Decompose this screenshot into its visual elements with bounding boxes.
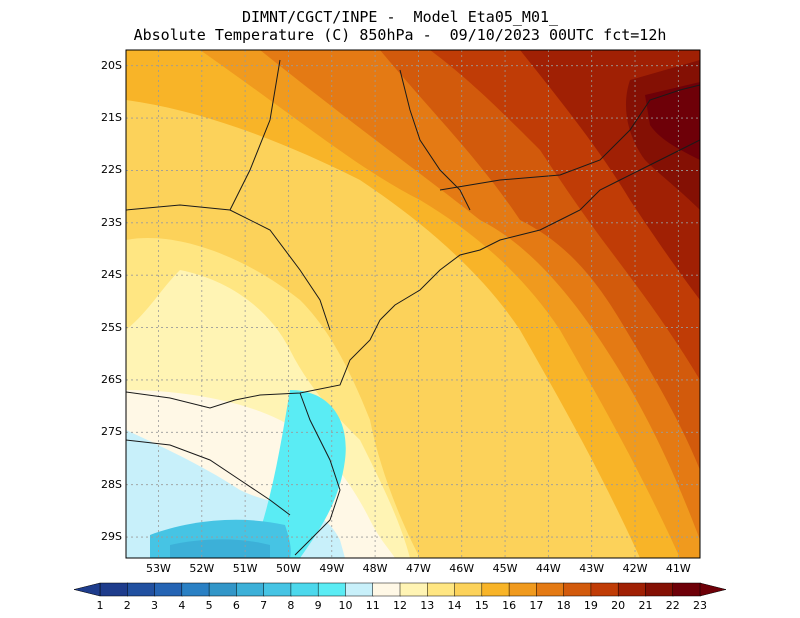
lon-label: 44W	[535, 562, 561, 575]
colorbar-tick-label: 14	[447, 599, 462, 612]
colorbar-swatch	[645, 582, 674, 597]
colorbar-swatch	[263, 582, 292, 597]
colorbar-tick-label: 2	[123, 599, 131, 612]
colorbar-tick-label: 23	[693, 599, 707, 612]
colorbar-tick-label: 18	[556, 599, 571, 612]
lon-label: 47W	[405, 562, 431, 575]
lon-label: 50W	[276, 562, 301, 575]
colorbar-tick-label: 10	[338, 599, 353, 612]
lat-label: 23S	[101, 215, 122, 229]
colorbar-swatch	[208, 582, 238, 597]
lat-label: 22S	[101, 163, 122, 177]
lon-label: 49W	[319, 562, 345, 575]
lat-label: 27S	[101, 425, 122, 439]
colorbar-tick-label: 5	[205, 599, 213, 612]
colorbar-tick-label: 4	[178, 599, 186, 612]
colorbar-swatch	[236, 582, 265, 597]
colorbar-tick-label: 6	[232, 599, 240, 612]
colorbar-swatch	[317, 582, 347, 597]
lat-label: 28S	[101, 477, 122, 491]
title-line-1: DIMNT/CGCT/INPE - Model Eta05_M01_	[241, 8, 559, 26]
colorbar-swatch	[590, 582, 619, 597]
colorbar-swatch	[563, 582, 592, 597]
colorbar-tick-label: 21	[638, 599, 653, 612]
coastline-borders	[126, 59, 700, 556]
lon-label: 45W	[492, 562, 518, 575]
colorbar-tick-label: 19	[583, 599, 598, 612]
colorbar-swatch	[427, 582, 456, 597]
lat-label: 20S	[101, 58, 122, 72]
colorbar	[73, 582, 727, 597]
lat-label: 26S	[101, 372, 122, 386]
lon-label: 43W	[579, 562, 605, 575]
lon-label: 42W	[622, 562, 648, 575]
colorbar-tick-label: 8	[287, 599, 295, 612]
lat-label: 24S	[101, 268, 122, 282]
colorbar-high-arrow	[699, 582, 727, 597]
colorbar-tick-label: 7	[260, 599, 268, 612]
lat-label: 21S	[101, 111, 122, 125]
colorbar-swatch	[454, 582, 483, 597]
colorbar-tick-label: 3	[151, 599, 159, 612]
title-line-2: Absolute Temperature (C) 850hPa - 09/10/…	[133, 26, 667, 44]
colorbar-tick-label: 12	[393, 599, 407, 612]
colorbar-low-arrow	[73, 582, 101, 597]
colorbar-swatch	[536, 582, 565, 597]
colorbar-swatch	[508, 582, 538, 597]
colorbar-swatch	[154, 582, 183, 597]
colorbar-swatch	[99, 582, 129, 597]
colorbar-tick-label: 20	[611, 599, 626, 612]
lon-label: 46W	[449, 562, 475, 575]
lat-label: 29S	[101, 530, 122, 544]
lon-label: 41W	[665, 562, 691, 575]
colorbar-swatch	[617, 582, 647, 597]
colorbar-tick-label: 9	[314, 599, 322, 612]
lon-label: 52W	[189, 562, 215, 575]
colorbar-tick-label: 22	[665, 599, 680, 612]
colorbar-tick-label: 1	[96, 599, 104, 612]
temperature-field	[126, 50, 700, 558]
colorbar-tick-label: 17	[529, 599, 544, 612]
lon-label: 53W	[146, 562, 171, 575]
colorbar-swatch	[290, 582, 319, 597]
lon-label: 51W	[232, 562, 258, 575]
colorbar-swatch	[399, 582, 429, 597]
colorbar-swatch	[181, 582, 210, 597]
colorbar-tick-label: 13	[420, 599, 435, 612]
map-frame	[125, 49, 701, 559]
colorbar-swatch	[372, 582, 401, 597]
lat-label: 25S	[101, 320, 122, 334]
colorbar-swatch	[345, 582, 374, 597]
colorbar-tick-label: 15	[474, 599, 489, 612]
colorbar-tick-label: 11	[365, 599, 380, 612]
colorbar-swatch	[672, 582, 701, 597]
lon-label: 48W	[362, 562, 388, 575]
colorbar-swatch	[127, 582, 156, 597]
colorbar-swatch	[481, 582, 510, 597]
colorbar-tick-label: 16	[502, 599, 517, 612]
